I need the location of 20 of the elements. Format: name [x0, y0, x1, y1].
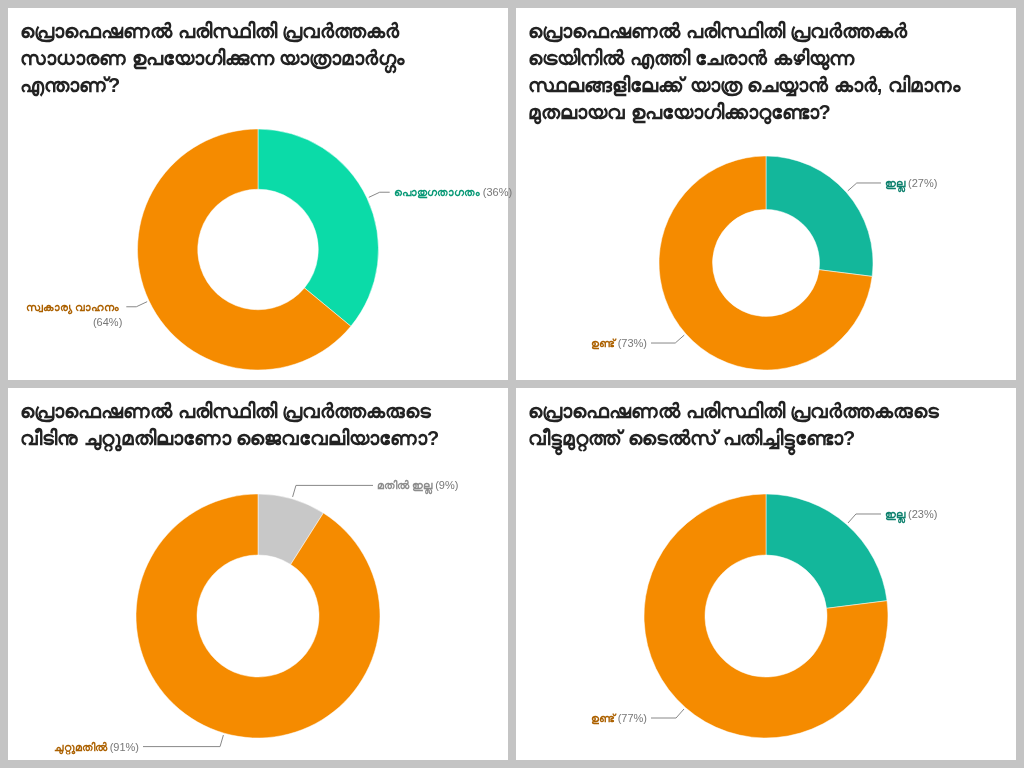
slice-label: ഇല്ല [885, 507, 909, 524]
data-label: (91%) [109, 740, 139, 753]
data-label: (9%) [435, 479, 459, 492]
data-label: (36%) [482, 186, 513, 199]
slice-label: ഉണ്ട് [590, 337, 618, 351]
slice-label: ഇല്ല [885, 176, 909, 193]
data-label: (23%) [908, 507, 938, 520]
slice-label: മതിൽ ഇല്ല [377, 479, 436, 496]
slice-label: ഉണ്ട് [590, 712, 618, 726]
chart-title: പ്രൊഫെഷണൽ പരിസ്ഥിതി പ്രവർത്തകരുടെ വീടിനു ചുറ്റുമതിലാണോ ജൈവവേലിയാണോ? [20, 400, 440, 452]
data-label: (27%) [908, 176, 938, 189]
data-label: (73%) [617, 337, 647, 350]
chart-title: പ്രൊഫെഷണൽ പരിസ്ഥിതി പ്രവർത്തകരുടെ വീട്ടുമുറ്റത്ത് ടൈൽസ് പതിച്ചിട്ടുണ്ടോ? [528, 400, 941, 456]
data-label: (77%) [617, 712, 647, 725]
data-label: (64%) [92, 315, 123, 328]
chart-title: പ്രൊഫെഷണൽ പരിസ്ഥിതി പ്രവർത്തകർ സാധാരണ ഉപയോഗിക്കുന്ന യാത്രാമാർഗ്ഗം എന്താണ്? [20, 20, 406, 97]
slice-label: ചുറ്റുമതിൽ [53, 740, 110, 755]
chart-title: പ്രൊഫെഷണൽ പരിസ്ഥിതി പ്രവർത്തകർ ട്രെയിനിൽ എത്തി ചേരാൻ കഴിയുന്ന സ്ഥലങ്ങളിലേക്ക് യാത്ര ചെയ്യാൻ കാർ, വിമാനം മുതലായവ ഉപയോഗിക്കാറുണ്ടോ? [528, 20, 961, 125]
slice-label: പൊതുഗതാഗതം [393, 186, 483, 200]
slice-label: സ്വകാര്യ വാഹനം [26, 300, 123, 315]
